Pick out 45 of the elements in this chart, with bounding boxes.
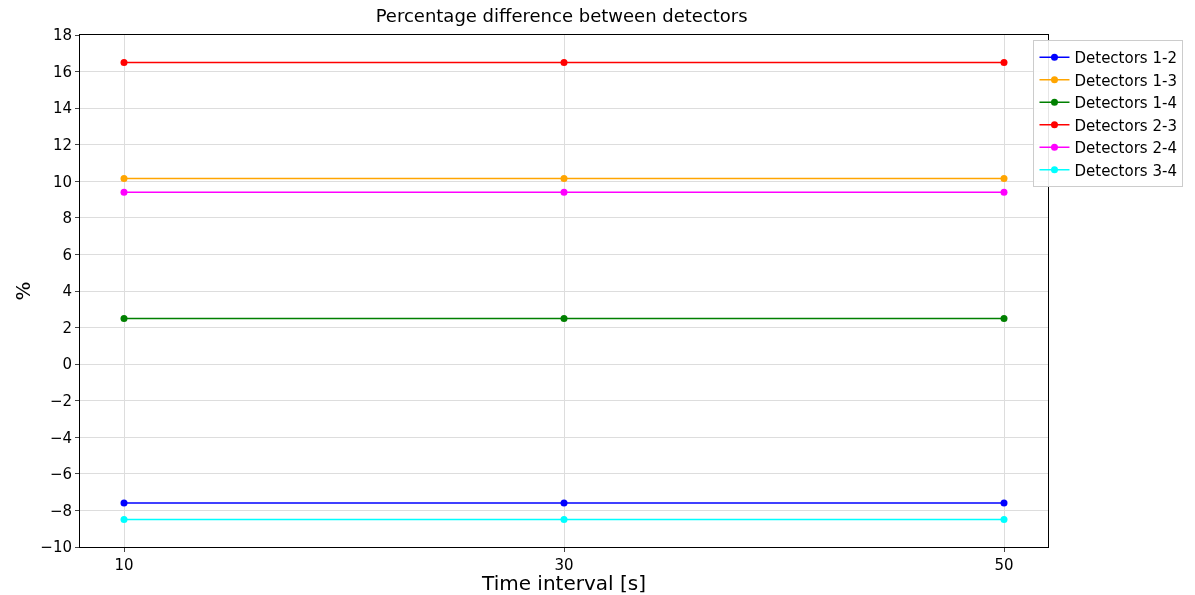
point xyxy=(1000,58,1008,66)
legend-label: Detectors 2-3 xyxy=(1074,116,1177,135)
y-tick-label: 4 xyxy=(62,282,72,301)
x-tick-label: 30 xyxy=(554,556,574,574)
point xyxy=(120,188,128,196)
y-tick-label: 6 xyxy=(62,245,72,264)
y-tick-label: 2 xyxy=(62,318,72,337)
legend-label: Detectors 3-4 xyxy=(1074,161,1177,180)
point xyxy=(1000,188,1008,196)
y-axis-title: % xyxy=(11,281,35,301)
point xyxy=(120,499,128,507)
point xyxy=(560,188,568,196)
y-tick-label: −6 xyxy=(49,465,72,484)
point xyxy=(120,58,128,66)
point xyxy=(120,175,128,183)
point xyxy=(1000,499,1008,507)
point xyxy=(560,499,568,507)
y-tick-label: 10 xyxy=(52,172,72,191)
chart-title: Percentage difference between detectors xyxy=(375,4,748,26)
point xyxy=(560,175,568,183)
point xyxy=(1000,175,1008,183)
legend-label: Detectors 1-2 xyxy=(1074,49,1177,68)
y-tick-label: −2 xyxy=(49,391,72,410)
y-tick-label: 0 xyxy=(62,355,72,374)
x-axis-title: Time interval [s] xyxy=(481,571,646,595)
y-tick-label: 8 xyxy=(62,209,72,228)
legend-label: Detectors 1-4 xyxy=(1074,94,1177,113)
x-tick-label: 10 xyxy=(114,556,134,574)
legend-label: Detectors 2-4 xyxy=(1074,139,1177,158)
y-tick-label: −4 xyxy=(49,428,72,447)
x-tick-label: 50 xyxy=(994,556,1014,574)
point xyxy=(120,516,128,524)
point xyxy=(120,314,128,322)
y-tick-label: 18 xyxy=(52,26,72,45)
y-tick-label: 14 xyxy=(52,99,72,118)
point xyxy=(560,58,568,66)
point xyxy=(560,516,568,524)
y-tick-label: −8 xyxy=(49,501,72,520)
y-tick-label: −10 xyxy=(40,538,72,557)
point xyxy=(1000,516,1008,524)
point xyxy=(1000,314,1008,322)
y-tick-label: 12 xyxy=(52,135,72,154)
y-tick-label: 16 xyxy=(52,62,72,81)
legend-label: Detectors 1-3 xyxy=(1074,71,1177,90)
point xyxy=(560,314,568,322)
